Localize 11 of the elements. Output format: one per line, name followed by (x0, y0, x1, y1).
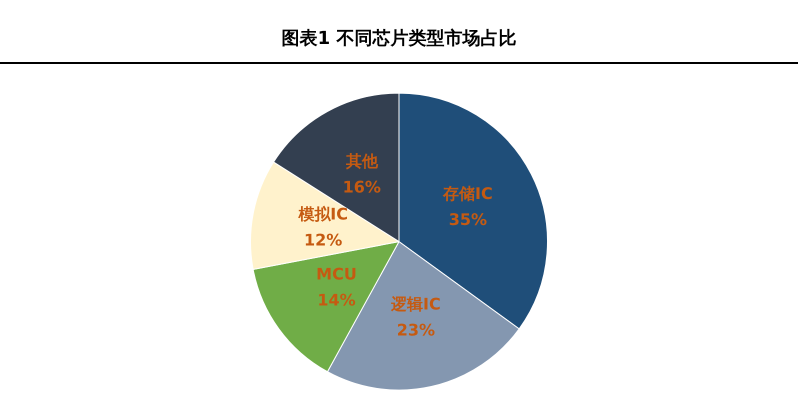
slice-label: 模拟IC (297, 204, 348, 224)
data-label: 14% (317, 290, 356, 310)
slice-label: MCU (316, 264, 357, 284)
slice-label: 逻辑IC (390, 294, 441, 314)
data-label: 23% (396, 320, 435, 340)
data-label: 16% (342, 177, 381, 196)
slice-label: 其他 (344, 151, 379, 170)
chart-title: 图表1 不同芯片类型市场占比 (280, 27, 518, 51)
slice-label: 存储IC (442, 184, 493, 204)
data-label: 35% (448, 210, 487, 230)
data-label: 12% (304, 230, 342, 250)
